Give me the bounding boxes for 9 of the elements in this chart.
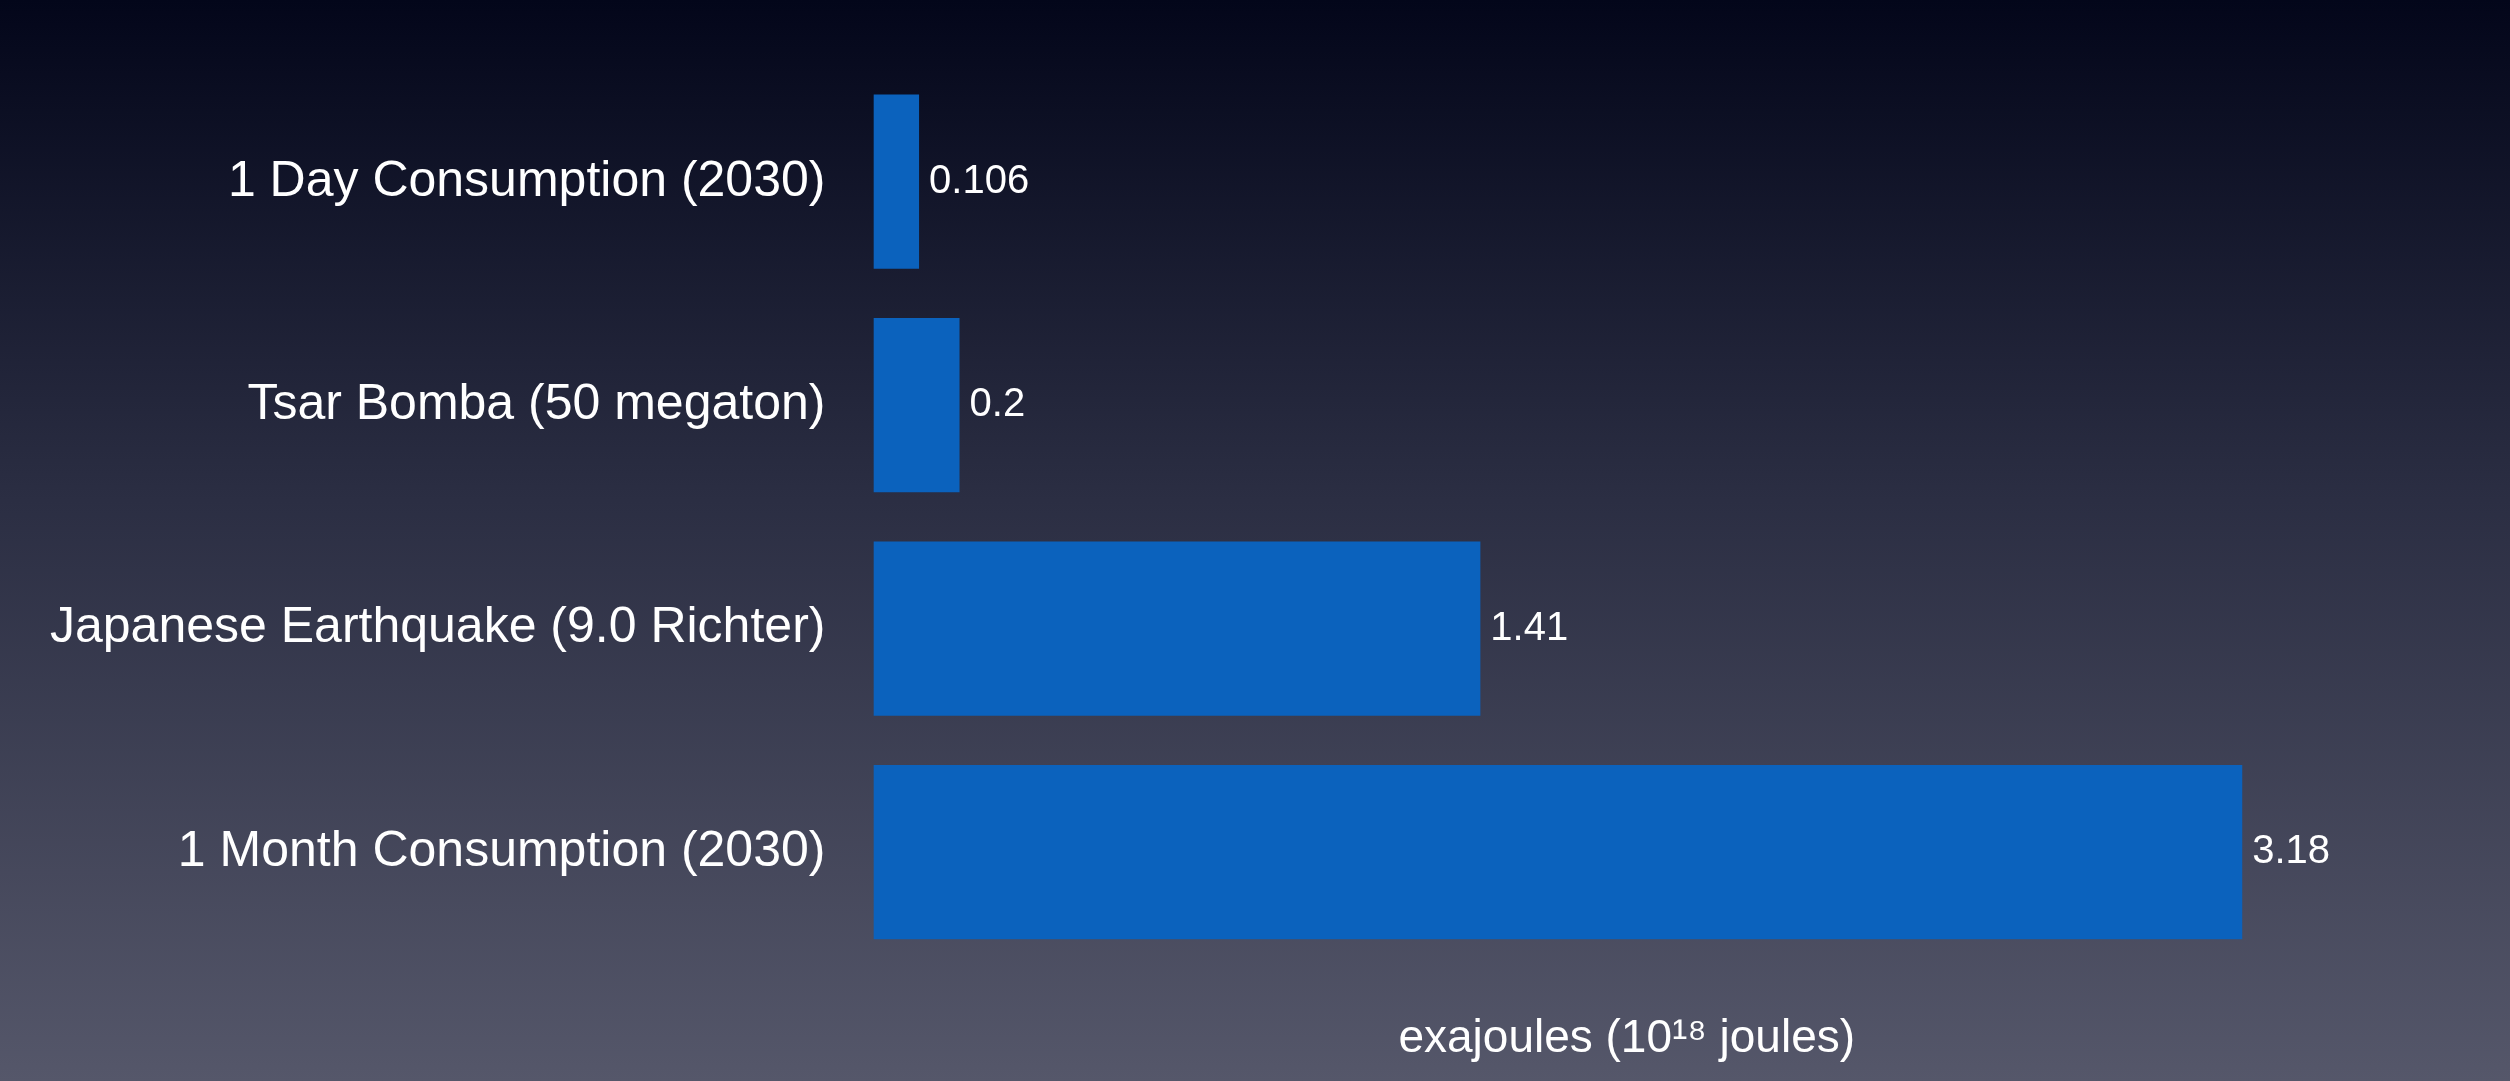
x-axis-title: exajoules (10¹⁸ joules) bbox=[1398, 1010, 1856, 1063]
y-tick-label: Japanese Earthquake (9.0 Richter) bbox=[49, 597, 826, 654]
data-label: 0.106 bbox=[929, 156, 1030, 201]
data-label: 0.2 bbox=[969, 380, 1026, 425]
y-tick-label: 1 Day Consumption (2030) bbox=[227, 150, 826, 207]
data-label: 3.18 bbox=[2252, 827, 2331, 872]
y-tick-label: Tsar Bomba (50 megaton) bbox=[247, 373, 826, 430]
data-label: 1.41 bbox=[1490, 603, 1569, 648]
y-tick-label: 1 Month Consumption (2030) bbox=[177, 820, 826, 877]
